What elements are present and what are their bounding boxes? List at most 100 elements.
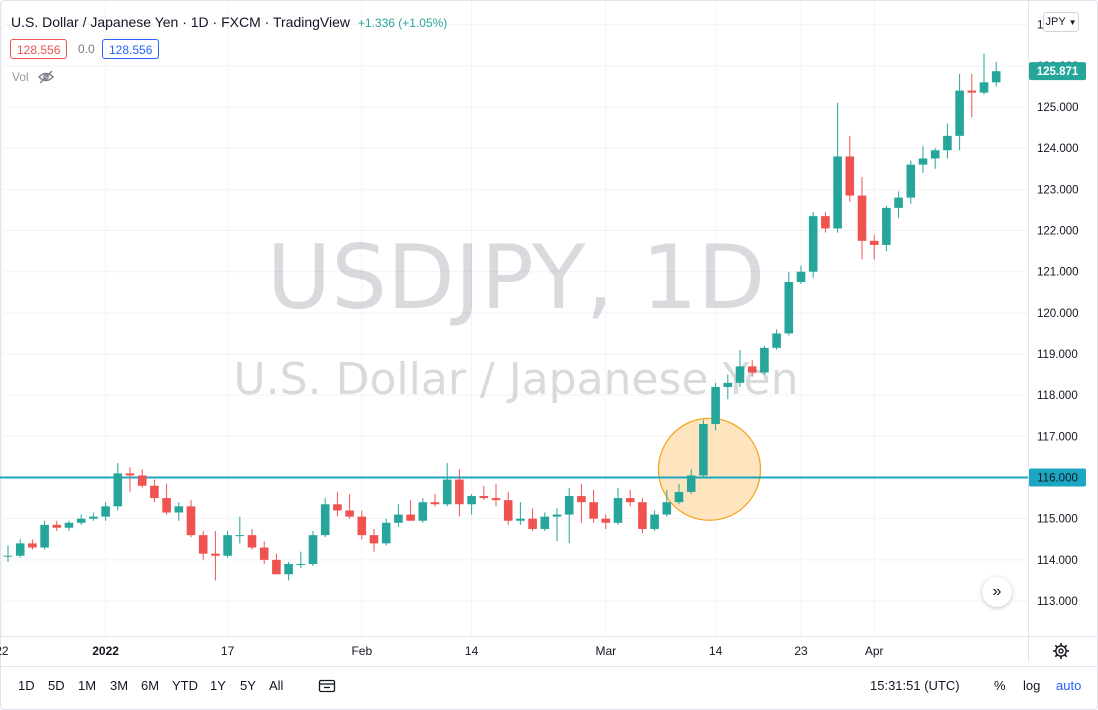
watermark-symbol: USDJPY, 1D — [267, 226, 766, 329]
candle — [955, 74, 964, 151]
range-6m-button[interactable]: 6M — [141, 678, 160, 693]
candle — [101, 502, 110, 521]
candle-body — [113, 473, 123, 507]
highlight-circle-shape — [657, 417, 762, 521]
candle — [784, 271, 794, 336]
candle-body — [76, 518, 86, 523]
candle — [735, 349, 745, 387]
volume-label: Vol — [12, 70, 29, 84]
candles — [3, 53, 1001, 581]
candle-body — [833, 156, 842, 229]
sell-button[interactable]: 128.556 — [10, 39, 68, 59]
candle-body — [613, 498, 623, 523]
auto-scale-button[interactable]: auto — [1056, 678, 1082, 693]
candle — [394, 504, 403, 527]
candle — [650, 510, 659, 532]
range-1y-button[interactable]: 1Y — [210, 678, 226, 693]
utc-clock[interactable]: 15:31:51 (UTC) — [870, 678, 960, 693]
candle-body — [894, 197, 903, 208]
candle-body — [3, 555, 13, 557]
candle — [589, 489, 598, 523]
range-all-button[interactable]: All — [269, 678, 284, 693]
range-1d-button[interactable]: 1D — [18, 678, 35, 693]
highlight-circle — [657, 417, 762, 521]
candle-body — [528, 518, 537, 529]
candle — [467, 493, 476, 515]
candle — [528, 508, 537, 532]
candle — [625, 489, 635, 507]
candle-body — [15, 543, 25, 556]
hidden-eye-icon[interactable] — [38, 70, 54, 84]
level-tag-label: 116.000 — [1037, 473, 1078, 485]
range-ytd-button[interactable]: YTD — [172, 678, 198, 693]
range-3m-button[interactable]: 3M — [110, 678, 129, 693]
candle-body — [211, 553, 220, 556]
candle — [857, 177, 867, 260]
candle-body — [638, 502, 647, 529]
currency-label: JPY — [1045, 16, 1066, 28]
range-5d-button[interactable]: 5D — [48, 678, 65, 693]
candle — [503, 491, 513, 525]
price-tick-label: 123.000 — [1037, 184, 1079, 196]
time-tick-label: 22 — [0, 644, 9, 658]
range-1m-button[interactable]: 1M — [78, 678, 97, 693]
candle-body — [589, 502, 598, 519]
candle-body — [601, 518, 611, 523]
candle-body — [150, 485, 159, 499]
candle-body — [979, 82, 989, 93]
candle — [943, 123, 952, 159]
candle — [162, 483, 171, 515]
candle — [796, 265, 806, 285]
price-tick-label: 119.000 — [1037, 349, 1078, 361]
candle-body — [796, 271, 806, 282]
candle-body — [906, 164, 916, 198]
candle-body — [516, 518, 525, 521]
double-chevron-right-icon: » — [992, 583, 1002, 600]
candle — [772, 329, 781, 350]
candle — [516, 502, 525, 525]
candle — [369, 528, 379, 552]
candle — [418, 498, 428, 523]
candle-body — [930, 150, 940, 159]
price-change: +1.336 (+1.05%) — [357, 16, 448, 30]
candle — [930, 148, 940, 169]
candle — [894, 191, 903, 219]
gear-icon[interactable] — [1052, 642, 1070, 660]
range-5y-button[interactable]: 5Y — [240, 678, 256, 693]
candle — [430, 493, 440, 507]
price-tick-label: 118.000 — [1037, 390, 1078, 402]
candle — [64, 520, 74, 532]
candle-body — [711, 386, 720, 424]
percent-scale-button[interactable]: % — [994, 678, 1006, 693]
candle-body — [723, 382, 733, 387]
candle-body — [101, 506, 110, 517]
candle-body — [564, 496, 574, 515]
spread-value: 0.0 — [78, 42, 95, 56]
candle — [113, 463, 123, 511]
candle-body — [162, 498, 171, 513]
candle — [882, 205, 891, 252]
candle — [760, 345, 769, 375]
candle — [150, 479, 159, 503]
candle — [491, 483, 501, 507]
candle-body — [467, 496, 476, 505]
candle — [747, 360, 757, 377]
candle-body — [845, 156, 855, 196]
currency-button[interactable]: JPY ▼ — [1043, 12, 1079, 32]
log-scale-button[interactable]: log — [1023, 678, 1041, 693]
candle-body — [784, 281, 794, 334]
candle — [906, 160, 916, 204]
candle — [125, 467, 135, 492]
candle-body — [89, 516, 98, 519]
candle — [357, 510, 367, 540]
candle-body — [662, 502, 672, 515]
time-axis: 22 2022 17 Feb 14 Mar 14 23 Apr — [0, 644, 884, 658]
buy-button[interactable]: 128.556 — [102, 39, 160, 59]
date-range-icon[interactable] — [318, 678, 336, 694]
candle-body — [991, 71, 1001, 83]
candle-body — [52, 524, 62, 528]
scroll-to-realtime-button[interactable]: » — [982, 577, 1012, 607]
candle — [76, 514, 86, 525]
price-axis: 113.000 114.000 115.000 116.000 117.000 118.0… — [1037, 20, 1079, 608]
